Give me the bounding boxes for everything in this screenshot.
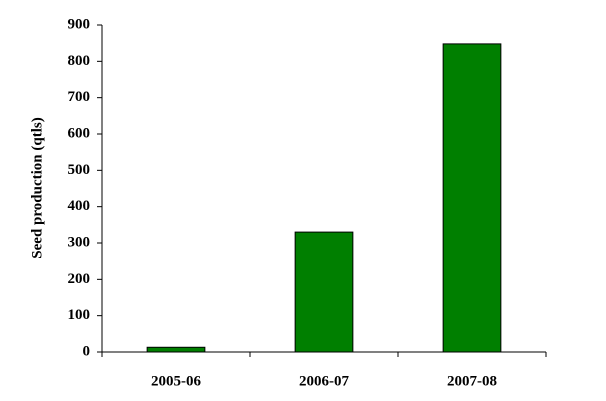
bar xyxy=(442,43,502,353)
y-tick-label: 600 xyxy=(68,125,91,141)
x-tick-label: 2005-06 xyxy=(151,373,201,389)
y-tick-label: 400 xyxy=(68,198,91,214)
y-tick-label: 0 xyxy=(83,343,91,359)
bar xyxy=(294,231,354,353)
y-axis-label: Seed production (qtls) xyxy=(29,117,45,258)
y-tick-label: 300 xyxy=(68,234,91,250)
y-tick-label: 700 xyxy=(68,89,91,105)
y-tick-label: 100 xyxy=(68,307,91,323)
y-tick-label: 800 xyxy=(68,53,91,69)
x-tick-label: 2006-07 xyxy=(299,373,349,389)
y-tick-label: 200 xyxy=(68,271,91,287)
bar xyxy=(146,346,206,353)
x-tick-label: 2007-08 xyxy=(447,373,497,389)
y-tick-label: 500 xyxy=(68,162,91,178)
y-tick-label: 900 xyxy=(68,16,91,32)
